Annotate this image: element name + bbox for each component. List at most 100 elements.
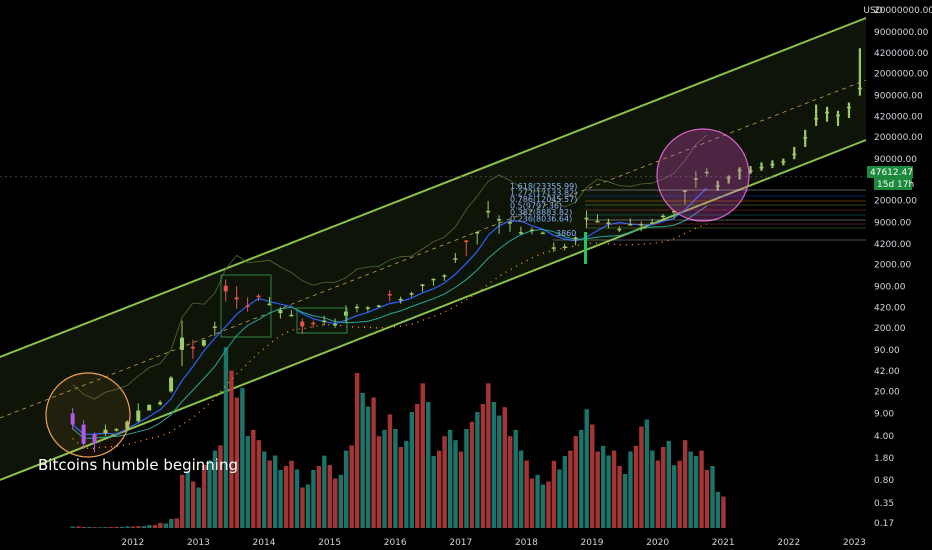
candle-body bbox=[551, 247, 556, 249]
volume-bar bbox=[710, 466, 715, 528]
candle-body bbox=[289, 314, 294, 317]
volume-bar bbox=[338, 474, 343, 528]
candle-body bbox=[836, 114, 840, 117]
volume-bar bbox=[677, 460, 682, 528]
volume-bar bbox=[333, 478, 338, 528]
volume-bar bbox=[294, 469, 300, 528]
x-tick-label: 2014 bbox=[253, 538, 276, 548]
volume-bar bbox=[644, 419, 650, 528]
volume-bar bbox=[704, 470, 710, 528]
volume-bar bbox=[382, 429, 387, 528]
volume-bar bbox=[469, 421, 475, 528]
volume-bar bbox=[480, 404, 486, 528]
candle-body bbox=[562, 246, 567, 249]
y-tick-label: 0.35 bbox=[874, 499, 894, 509]
candle-body bbox=[453, 258, 458, 260]
y-tick-label: 42.00 bbox=[874, 367, 900, 377]
candle-body bbox=[344, 311, 348, 316]
volume-bar bbox=[426, 402, 431, 528]
candle-body bbox=[661, 215, 666, 218]
candle-body bbox=[759, 166, 764, 169]
candle-body bbox=[650, 222, 655, 224]
volume-bar bbox=[415, 404, 420, 528]
volume-bar bbox=[579, 429, 584, 528]
candle-body bbox=[212, 326, 217, 328]
volume-bar bbox=[223, 347, 229, 528]
y-tick-label: 9000.00 bbox=[874, 219, 911, 229]
volume-bar bbox=[475, 412, 480, 528]
volume-bars bbox=[70, 347, 726, 528]
volume-bar bbox=[371, 397, 376, 528]
volume-bar bbox=[327, 465, 333, 528]
volume-bar bbox=[590, 424, 595, 528]
x-tick-label: 2021 bbox=[712, 538, 735, 548]
candle-body bbox=[584, 217, 589, 220]
channel-upper-line bbox=[0, 17, 867, 358]
y-tick-label: 20.00 bbox=[874, 387, 900, 397]
volume-bar bbox=[376, 436, 382, 528]
highlight-circle-start bbox=[45, 372, 131, 458]
volume-bar bbox=[251, 429, 256, 528]
range-box-2015 bbox=[296, 307, 348, 334]
channel-lower-line bbox=[0, 139, 867, 481]
highlight-circle-2021 bbox=[656, 128, 750, 222]
fib-level-label: 1.618(23355.99) bbox=[510, 182, 577, 191]
x-tick-label: 2017 bbox=[449, 538, 472, 548]
y-tick-label: 900000.00 bbox=[874, 92, 923, 102]
x-tick-label: 2013 bbox=[187, 538, 210, 548]
volume-bar bbox=[229, 370, 234, 528]
volume-bar bbox=[568, 450, 573, 528]
candle-body bbox=[529, 229, 534, 232]
y-tick-label: 2000.00 bbox=[874, 260, 911, 270]
candle-body bbox=[245, 305, 250, 307]
volume-bar bbox=[119, 526, 125, 528]
volume-bar bbox=[551, 460, 557, 528]
ma-line-blue bbox=[72, 187, 708, 435]
volume-bar bbox=[546, 481, 551, 528]
candle-body bbox=[136, 410, 141, 422]
x-tick-label: 2018 bbox=[515, 538, 538, 548]
y-tick-label: 4200.00 bbox=[874, 240, 911, 250]
volume-bar bbox=[486, 383, 491, 528]
candle-body bbox=[628, 223, 633, 226]
candle-body bbox=[617, 228, 622, 231]
candle-body bbox=[781, 161, 786, 163]
candle-body bbox=[518, 232, 523, 234]
candle-body bbox=[169, 377, 174, 392]
candle-body bbox=[792, 153, 797, 156]
candle-body bbox=[682, 190, 687, 192]
y-tick-label: 9000000.00 bbox=[874, 28, 929, 38]
y-tick-label: 9.00 bbox=[874, 409, 894, 419]
volume-bar bbox=[365, 406, 371, 528]
candle-body bbox=[693, 178, 698, 180]
candle-body bbox=[267, 303, 272, 306]
volume-bar bbox=[103, 527, 108, 528]
y-tick-label: 420000.00 bbox=[874, 113, 923, 123]
y-tick-label: 200000.00 bbox=[874, 133, 923, 143]
candle-body bbox=[573, 237, 578, 239]
volume-bar bbox=[600, 445, 606, 528]
x-tick-label: 2020 bbox=[646, 538, 669, 548]
volume-bar bbox=[715, 491, 721, 528]
y-axis: 20000000.00 9000000.00 4200000.00 2000000.0… bbox=[874, 6, 932, 529]
candle-body bbox=[81, 424, 86, 444]
range-box-2014 bbox=[220, 274, 272, 338]
y-tick-label: 90.00 bbox=[874, 346, 900, 356]
volume-bar bbox=[212, 450, 218, 528]
volume-bar bbox=[622, 474, 628, 528]
candle-body bbox=[70, 413, 75, 425]
fib-level-label: 0.786(12045.57) bbox=[510, 195, 577, 204]
x-tick-label: 2015 bbox=[318, 538, 341, 548]
volume-bar bbox=[666, 441, 671, 528]
volume-bar bbox=[529, 478, 535, 528]
volume-bar bbox=[300, 487, 305, 528]
candle-body bbox=[398, 298, 403, 301]
volume-bar bbox=[305, 484, 311, 528]
channel-mid-line bbox=[0, 79, 867, 419]
volume-bar bbox=[360, 393, 365, 528]
volume-bar bbox=[524, 460, 529, 528]
volume-bar bbox=[218, 445, 223, 528]
oscillator-line bbox=[72, 134, 708, 400]
volume-bar bbox=[245, 436, 250, 528]
